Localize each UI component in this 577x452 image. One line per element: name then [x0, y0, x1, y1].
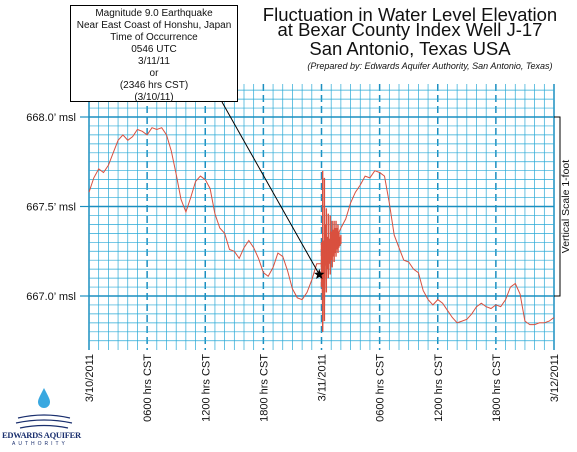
- annotation-layer: [221, 101, 325, 279]
- y-tick-label: 668.0’ msl: [26, 112, 76, 124]
- title-line-1: Fluctuation in Water Level Elevation: [262, 4, 558, 25]
- ripple-lines-icon: [15, 414, 73, 429]
- callout-line: (3/10/11): [134, 92, 174, 103]
- chart-grid: [80, 84, 555, 350]
- callout-line: Magnitude 9.0 Earthquake: [95, 8, 213, 19]
- logo-name: EDWARDS AQUIFER: [2, 430, 81, 440]
- x-tick-label: 0600 hrs CST: [375, 354, 387, 422]
- callout-line: Near East Coast of Honshu, Japan: [76, 20, 232, 31]
- callout-line: 0546 UTC: [131, 44, 177, 55]
- y-tick-label: 667.5’ msl: [26, 202, 76, 214]
- scale-bracket: [554, 116, 561, 297]
- y-tick-label: 667.0’ msl: [26, 291, 76, 303]
- title-line-2: at Bexar County Index Well J-17: [277, 19, 543, 40]
- x-tick-label: 1200 hrs CST: [200, 354, 212, 422]
- callout-pointer-line: [221, 101, 320, 275]
- x-tick-label: 3/11/2011: [317, 354, 329, 401]
- x-tick-label: 1200 hrs CST: [433, 354, 445, 422]
- x-tick-label: 3/10/2011: [84, 354, 96, 402]
- earthquake-callout: Magnitude 9.0 Earthquake Near East Coast…: [70, 5, 238, 103]
- chart-subtitle: (Prepared by: Edwards Aquifer Authority,…: [307, 61, 553, 71]
- scale-label: Vertical Scale 1-foot: [560, 160, 572, 253]
- x-tick-label: 3/12/2011: [549, 354, 561, 402]
- callout-line: (2346 hrs CST): [119, 80, 189, 91]
- earthquake-star-icon: [314, 269, 325, 279]
- edwards-aquifer-logo: [15, 388, 73, 429]
- title-line-3: San Antonio, Texas USA: [309, 38, 511, 59]
- x-tick-label: 0600 hrs CST: [142, 354, 154, 422]
- callout-line: 3/11/11: [138, 56, 170, 67]
- logo-subname: AUTHORITY: [12, 441, 68, 447]
- x-tick-label: 1800 hrs CST: [491, 354, 503, 422]
- water-drop-icon: [38, 388, 50, 408]
- x-tick-labels: 3/10/2011 0600 hrs CST 1200 hrs CST 1800 hr…: [84, 354, 561, 422]
- callout-line: Time of Occurrence: [110, 32, 198, 43]
- seismic-response: [320, 170, 342, 332]
- y-tick-labels: 668.0’ msl 667.5’ msl 667.0’ msl: [26, 112, 76, 303]
- seismic-oscillation: [321, 224, 342, 332]
- x-tick-label: 1800 hrs CST: [258, 354, 270, 422]
- vertical-scale-bar: Vertical Scale 1-foot: [554, 116, 572, 297]
- callout-line: or: [149, 68, 159, 79]
